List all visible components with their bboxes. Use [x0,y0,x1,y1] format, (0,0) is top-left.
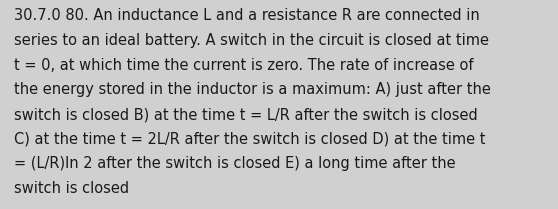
Text: switch is closed: switch is closed [14,181,129,196]
Text: series to an ideal battery. A switch in the circuit is closed at time: series to an ideal battery. A switch in … [14,33,489,48]
Text: t = 0, at which time the current is zero. The rate of increase of: t = 0, at which time the current is zero… [14,58,473,73]
Text: 30.7.0 80. An inductance L and a resistance R are connected in: 30.7.0 80. An inductance L and a resista… [14,8,480,23]
Text: the energy stored in the inductor is a maximum: A) just after the: the energy stored in the inductor is a m… [14,82,491,97]
Text: switch is closed B) at the time t = L/R after the switch is closed: switch is closed B) at the time t = L/R … [14,107,478,122]
Text: C) at the time t = 2L/R after the switch is closed D) at the time t: C) at the time t = 2L/R after the switch… [14,132,485,147]
Text: = (L/R)ln 2 after the switch is closed E) a long time after the: = (L/R)ln 2 after the switch is closed E… [14,156,455,171]
